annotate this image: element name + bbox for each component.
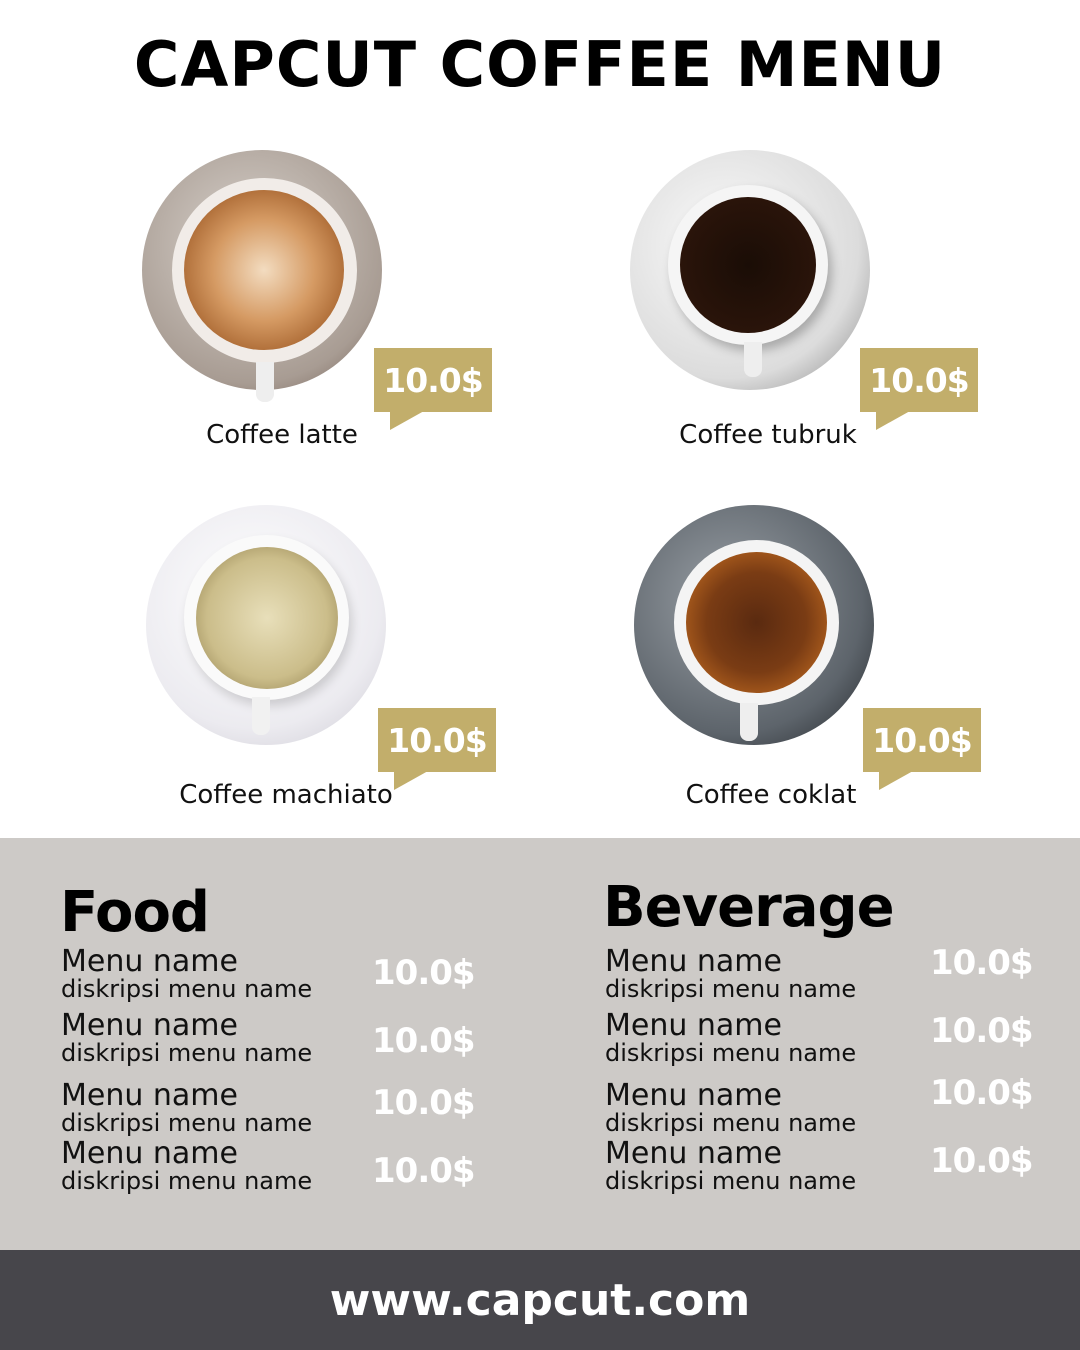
food-title: Food [60,880,210,945]
coffee-name: Coffee coklat [685,780,857,810]
price-tag: 10.0$ [378,708,496,790]
menu-panel [0,838,1080,1250]
food-price: 10.0$ [372,1083,476,1123]
food-price: 10.0$ [372,1021,476,1061]
beverage-item: Menu name diskripsi menu name [605,944,857,1003]
price-tag: 10.0$ [860,348,978,430]
beverage-price: 10.0$ [930,1073,1034,1113]
beverage-price: 10.0$ [930,1141,1034,1181]
coffee-machiato-image [146,505,386,745]
beverage-price: 10.0$ [930,943,1034,983]
coffee-coklat-image [634,505,874,745]
coffee-latte-image [142,150,382,402]
beverage-item: Menu name diskripsi menu name [605,1136,857,1195]
food-price: 10.0$ [372,1151,476,1191]
food-item: Menu name diskripsi menu name [61,1136,313,1195]
coffee-name: Coffee latte [206,420,358,450]
page-title: CAPCUT COFFEE MENU [133,28,947,101]
coffee-tubruk-image [630,150,870,390]
beverage-price: 10.0$ [930,1011,1034,1051]
beverage-item: Menu name diskripsi menu name [605,1078,857,1137]
coffee-name: Coffee machiato [179,780,393,810]
food-item: Menu name diskripsi menu name [61,1078,313,1137]
food-item: Menu name diskripsi menu name [61,1008,313,1067]
footer-website: www.capcut.com [0,1250,1080,1350]
food-item: Menu name diskripsi menu name [61,944,313,1003]
beverage-title: Beverage [603,875,895,940]
food-price: 10.0$ [372,953,476,993]
price-tag: 10.0$ [863,708,981,790]
coffee-name: Coffee tubruk [679,420,857,450]
beverage-item: Menu name diskripsi menu name [605,1008,857,1067]
price-tag: 10.0$ [374,348,492,430]
